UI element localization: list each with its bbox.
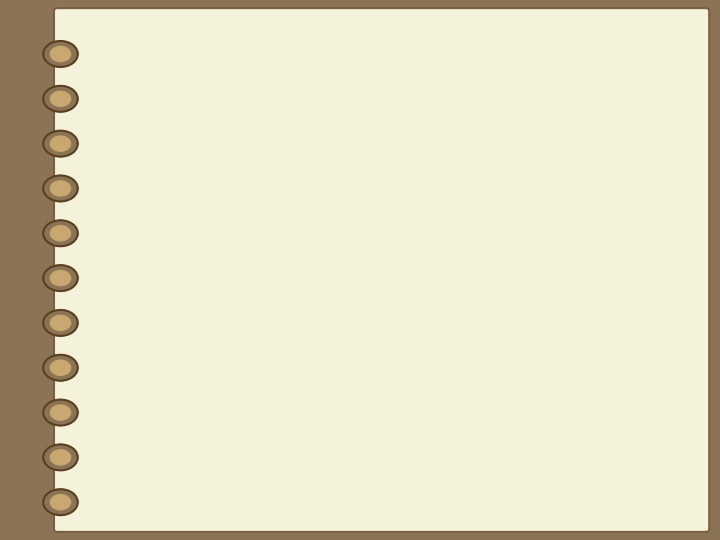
Text: )|: )| — [562, 87, 574, 103]
Text: capital: capital — [458, 215, 505, 229]
Text: province: province — [481, 109, 546, 124]
Text: @name: @name — [183, 264, 234, 276]
Text: province: province — [497, 88, 562, 103]
Text: The interaction: The interaction — [304, 30, 474, 50]
Text: “Limburg”: “Limburg” — [174, 297, 238, 310]
Text: Contradiction: Contradiction — [127, 65, 238, 83]
Text: :: : — [238, 65, 244, 83]
Text: capital: capital — [351, 109, 402, 124]
Text: city: city — [260, 263, 285, 277]
Text: Thus there exists: Thus there exists — [127, 130, 263, 145]
Text: satisfies Σ.: satisfies Σ. — [144, 147, 226, 163]
Text: province: province — [231, 215, 291, 229]
Text: From the DTD D:         |ext(: From the DTD D: |ext( — [144, 109, 351, 124]
Text: @inProvince: @inProvince — [294, 297, 372, 310]
Text: >: > — [418, 109, 431, 124]
Text: ⋯: ⋯ — [414, 227, 433, 246]
Text: )|: )| — [546, 109, 558, 124]
Text: capital: capital — [567, 215, 615, 229]
Text: |ext(: |ext( — [431, 109, 481, 124]
Text: “Hasselt”: “Hasselt” — [521, 264, 579, 276]
Text: ✓: ✓ — [127, 88, 139, 103]
Text: capital: capital — [366, 88, 418, 103]
Text: )|: )| — [402, 109, 418, 124]
Text: NO: NO — [263, 130, 287, 145]
Text: @inProvince: @inProvince — [583, 264, 660, 276]
Text: ✓: ✓ — [127, 109, 139, 124]
Text: capital: capital — [317, 263, 364, 277]
Text: “Hasselt”: “Hasselt” — [373, 297, 431, 310]
Text: “Limburg”: “Limburg” — [293, 330, 356, 343]
Text: db: db — [379, 171, 399, 186]
Text: province: province — [341, 215, 401, 229]
Text: “Limburg”: “Limburg” — [588, 297, 652, 310]
Text: 33: 33 — [667, 499, 683, 512]
Text: )| ≤   |ext(: )| ≤ |ext( — [418, 87, 497, 103]
Text: XML document that both conforms to D and: XML document that both conforms to D and — [287, 130, 628, 145]
Text: “others”: “others” — [247, 297, 299, 310]
Text: From the constraints Σ : |ext(: From the constraints Σ : |ext( — [144, 87, 366, 103]
